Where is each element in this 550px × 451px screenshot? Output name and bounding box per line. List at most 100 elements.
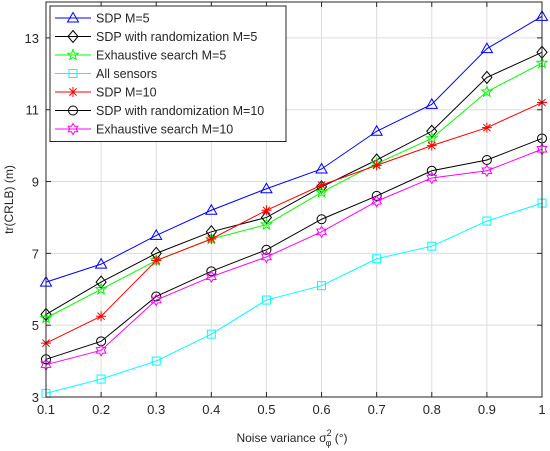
data-point	[425, 97, 439, 109]
data-point	[261, 205, 272, 216]
x-axis-label-subscript: φ	[326, 438, 332, 448]
data-point	[95, 343, 107, 357]
data-point	[372, 254, 382, 264]
legend-marker	[67, 29, 79, 44]
y-tick-label: 11	[26, 103, 40, 118]
data-point	[314, 185, 329, 198]
data-point	[95, 275, 107, 289]
data-point	[371, 194, 383, 208]
series-line	[45, 62, 543, 319]
legend-label: Exhaustive search M=5	[96, 49, 226, 63]
x-tick-label: 0.6	[313, 402, 331, 417]
x-tick-label: 0.9	[478, 402, 496, 417]
legend-item: SDP M=5	[55, 12, 150, 26]
data-point	[206, 329, 216, 339]
data-point	[94, 257, 108, 269]
y-tick-label: 9	[32, 175, 39, 190]
y-tick-label: 5	[32, 318, 39, 333]
legend-label: All sensors	[96, 67, 157, 81]
legend-item: Exhaustive search M=10	[55, 123, 233, 137]
data-point	[315, 162, 328, 174]
data-point	[96, 311, 107, 322]
x-tick-label: 0.7	[368, 402, 386, 417]
series-line	[45, 51, 543, 315]
x-tick-label: 0.1	[37, 402, 55, 417]
data-point	[480, 42, 494, 54]
data-point	[261, 244, 272, 255]
data-point	[481, 122, 492, 133]
x-axis-label-unit: (°)	[331, 431, 347, 445]
data-point	[260, 210, 273, 225]
data-point	[96, 374, 106, 384]
data-point	[481, 164, 493, 178]
y-tick-label: 7	[32, 246, 39, 261]
legend: SDP M=5 SDP with randomization M=5 Exhaust…	[49, 5, 287, 142]
data-point	[260, 182, 273, 194]
plot-border	[45, 1, 543, 398]
x-tick-label: 1	[538, 402, 545, 417]
data-point	[150, 293, 162, 307]
data-point	[426, 165, 437, 176]
data-point	[426, 140, 437, 151]
legend-item: SDP with randomization M=10	[55, 104, 264, 118]
data-point	[371, 160, 382, 171]
legend-marker	[67, 122, 79, 136]
data-point	[427, 241, 437, 251]
data-point	[260, 250, 273, 264]
series-4	[41, 198, 547, 398]
legend-item: SDP M=10	[55, 86, 157, 100]
data-point	[426, 124, 438, 139]
series-line	[45, 15, 543, 283]
y-axis-label: tr(CRLB) (m)	[2, 165, 16, 234]
data-point	[261, 295, 271, 305]
data-point	[480, 84, 494, 98]
series-line	[45, 148, 543, 366]
data-point	[481, 70, 493, 85]
x-axis-label: Noise variance σ2 φ (°)	[236, 428, 347, 448]
data-point	[316, 214, 327, 225]
data-point	[151, 255, 162, 266]
x-axis-label-superscript: 2	[327, 428, 332, 438]
legend-label: SDP M=5	[96, 12, 150, 26]
legend-label: SDP with randomization M=5	[96, 30, 257, 44]
legend-marker	[68, 69, 78, 78]
data-point	[482, 216, 492, 226]
x-tick-label: 0.5	[257, 402, 275, 417]
x-tick-label: 0.2	[92, 402, 110, 417]
series-1	[39, 9, 549, 287]
series-7	[40, 142, 548, 372]
legend-label: SDP M=10	[96, 86, 157, 100]
legend-item: Exhaustive search M=5	[55, 48, 226, 63]
data-point	[317, 281, 327, 291]
legend-label: SDP with randomization M=10	[96, 104, 264, 118]
data-point	[316, 180, 327, 191]
legend-marker	[68, 105, 78, 116]
y-tick-label: 13	[25, 31, 39, 46]
y-tick-label: 3	[32, 390, 39, 405]
data-point	[426, 171, 438, 185]
data-point	[315, 225, 328, 239]
series-line	[45, 137, 543, 360]
data-point	[205, 270, 217, 284]
legend-marker	[66, 48, 80, 61]
data-point	[206, 234, 217, 244]
legend-item: SDP with randomization M=5	[55, 29, 257, 44]
data-point	[151, 356, 161, 366]
data-point	[94, 282, 108, 295]
data-point	[206, 266, 217, 277]
data-point	[149, 228, 163, 240]
x-tick-label: 0.3	[147, 402, 165, 417]
legend-item: All sensors	[55, 67, 157, 81]
series-line	[45, 102, 543, 344]
data-point	[259, 217, 274, 231]
data-point	[96, 336, 107, 347]
series-line	[45, 202, 543, 394]
x-tick-label: 0.4	[202, 402, 220, 417]
data-point	[204, 203, 218, 215]
legend-label: Exhaustive search M=10	[96, 123, 233, 137]
data-point	[151, 291, 162, 302]
legend-marker	[68, 87, 78, 97]
x-tick-label: 0.8	[423, 402, 441, 417]
